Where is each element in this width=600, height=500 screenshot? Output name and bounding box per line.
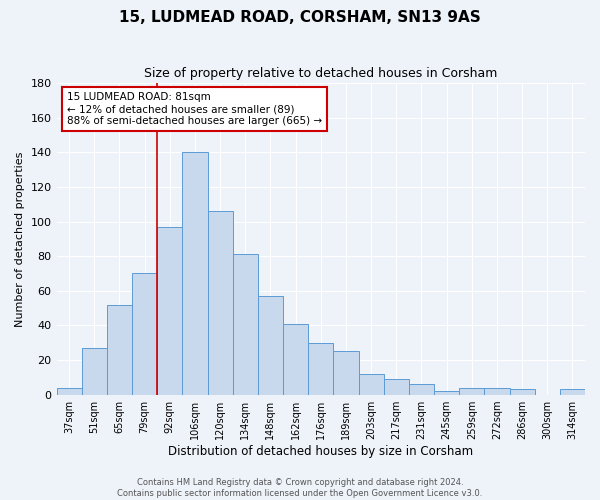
Bar bbox=[182, 152, 208, 394]
Text: 15, LUDMEAD ROAD, CORSHAM, SN13 9AS: 15, LUDMEAD ROAD, CORSHAM, SN13 9AS bbox=[119, 10, 481, 25]
Bar bbox=[82, 348, 107, 395]
Bar bbox=[208, 211, 233, 394]
Bar bbox=[434, 391, 459, 394]
Bar bbox=[484, 388, 509, 394]
Text: 15 LUDMEAD ROAD: 81sqm
← 12% of detached houses are smaller (89)
88% of semi-det: 15 LUDMEAD ROAD: 81sqm ← 12% of detached… bbox=[67, 92, 322, 126]
Bar bbox=[132, 274, 157, 394]
Bar bbox=[258, 296, 283, 394]
Bar bbox=[409, 384, 434, 394]
Text: Contains HM Land Registry data © Crown copyright and database right 2024.
Contai: Contains HM Land Registry data © Crown c… bbox=[118, 478, 482, 498]
Bar bbox=[509, 390, 535, 394]
Bar bbox=[308, 342, 334, 394]
Bar bbox=[107, 304, 132, 394]
Bar bbox=[283, 324, 308, 394]
Bar bbox=[359, 374, 383, 394]
Bar bbox=[459, 388, 484, 394]
Bar bbox=[233, 254, 258, 394]
Bar bbox=[383, 379, 409, 394]
Bar bbox=[157, 226, 182, 394]
Bar bbox=[560, 390, 585, 394]
Title: Size of property relative to detached houses in Corsham: Size of property relative to detached ho… bbox=[144, 68, 497, 80]
Bar bbox=[334, 352, 359, 395]
Bar bbox=[56, 388, 82, 394]
X-axis label: Distribution of detached houses by size in Corsham: Distribution of detached houses by size … bbox=[168, 444, 473, 458]
Y-axis label: Number of detached properties: Number of detached properties bbox=[15, 151, 25, 326]
